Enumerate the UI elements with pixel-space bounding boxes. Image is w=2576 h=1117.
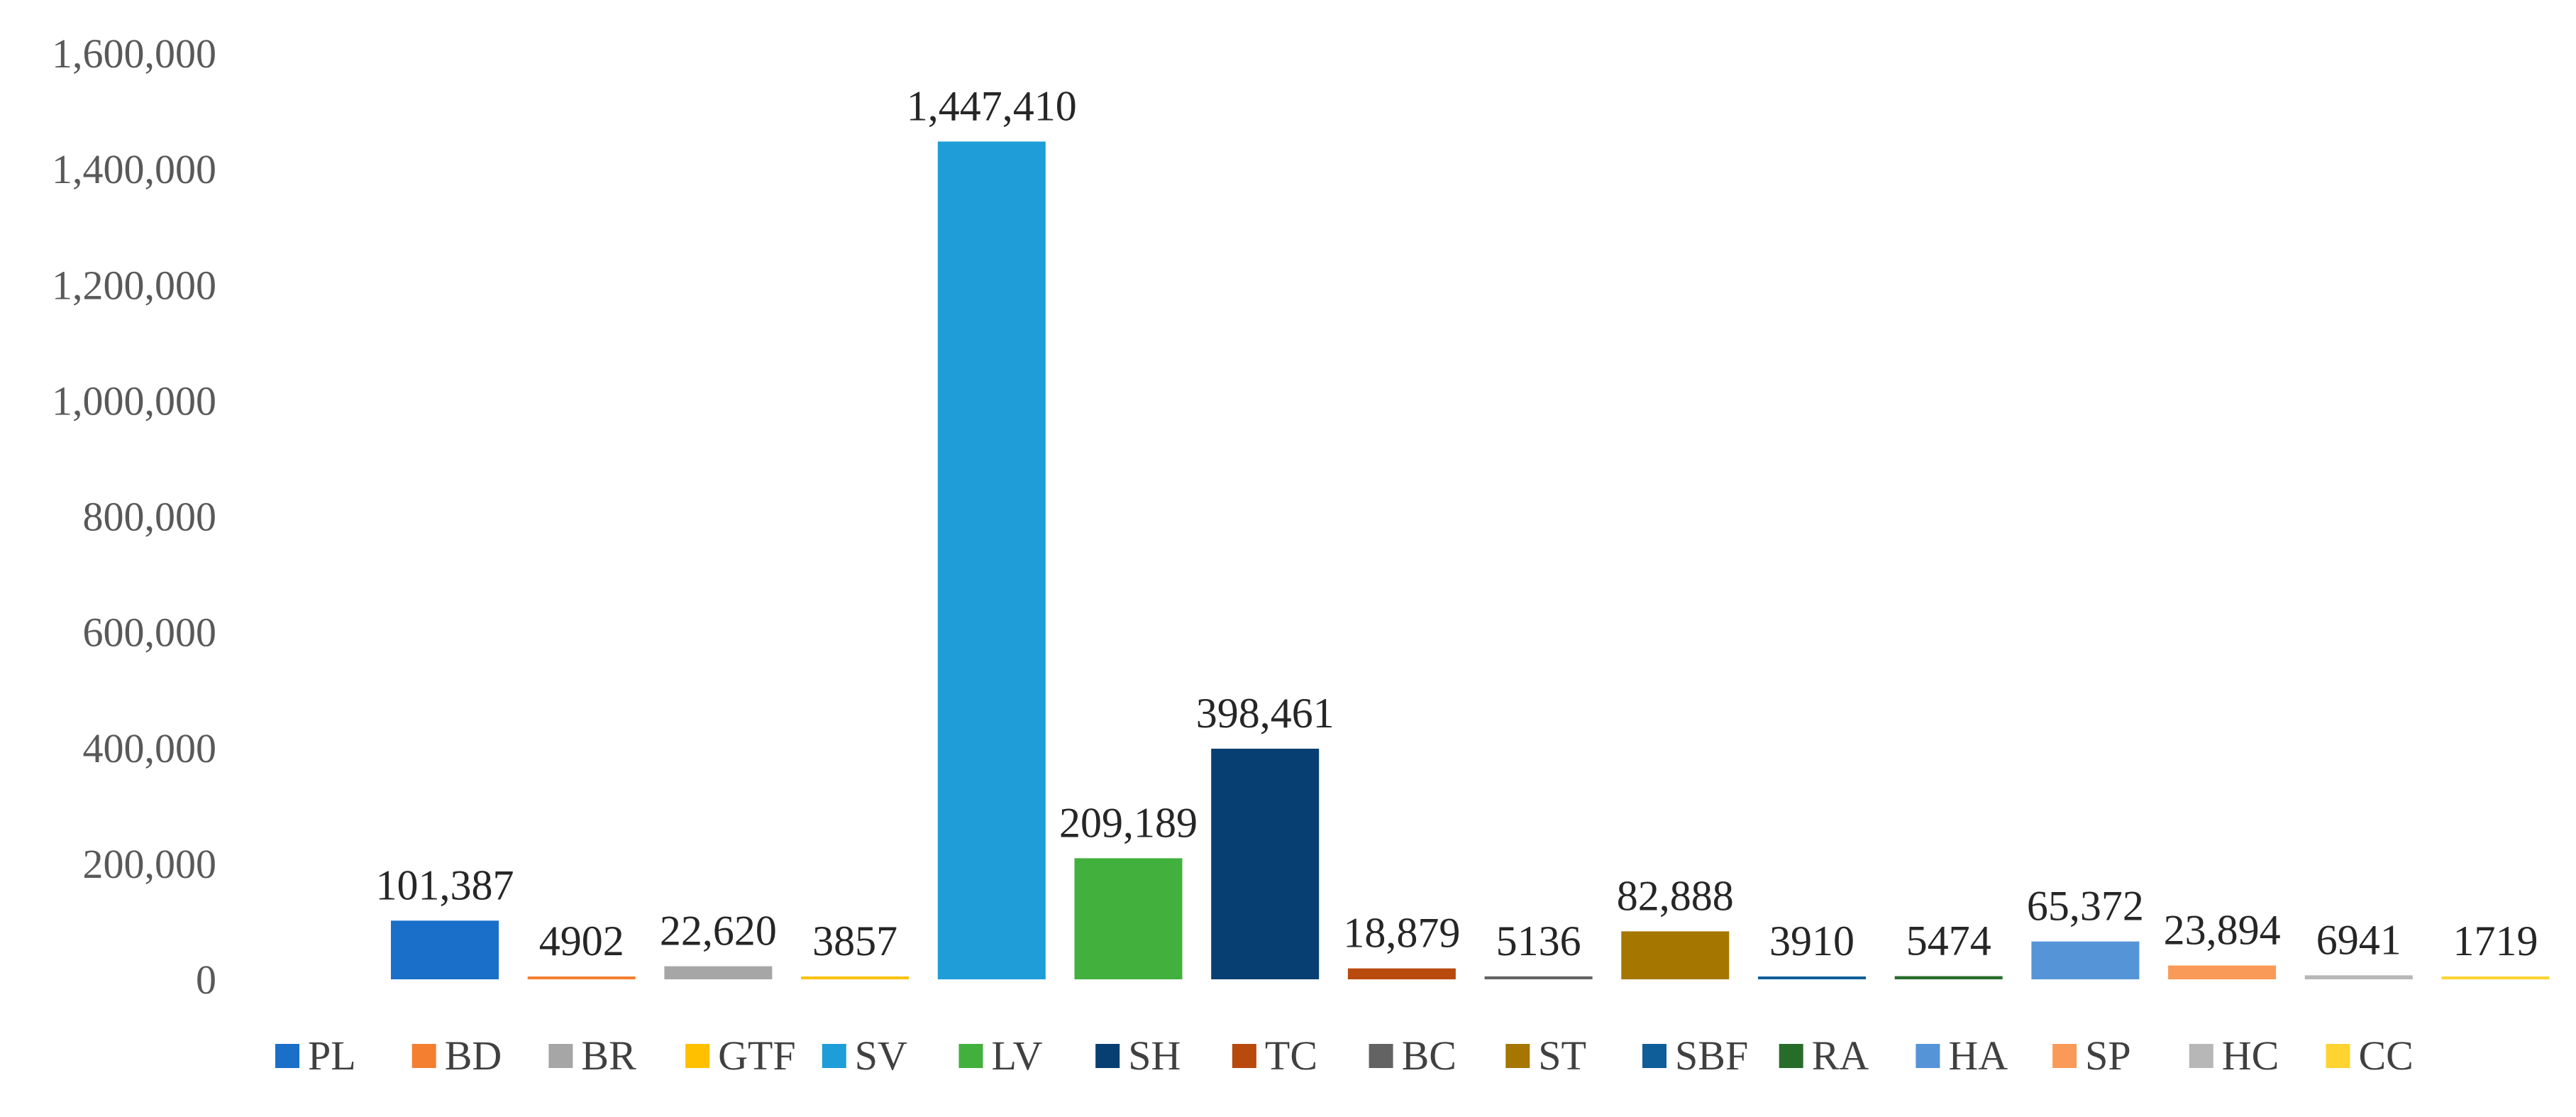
legend-swatch <box>1779 1044 1803 1068</box>
data-label-bd: 4902 <box>539 918 624 964</box>
legend-label: SBF <box>1675 1033 1748 1079</box>
bar-st <box>1621 931 1730 979</box>
data-label-br: 22,620 <box>660 908 777 954</box>
legend-item-sp: SP <box>2052 1033 2131 1079</box>
y-tick-label: 600,000 <box>83 610 217 656</box>
legend-label: BR <box>581 1033 636 1079</box>
bar-ra <box>1894 976 2003 979</box>
legend-label: HC <box>2222 1033 2279 1079</box>
legend-item-br: BR <box>548 1033 636 1079</box>
y-tick-label: 800,000 <box>83 494 217 540</box>
legend-label: SP <box>2085 1033 2131 1079</box>
legend-swatch <box>411 1044 436 1068</box>
legend-swatch <box>1232 1044 1256 1068</box>
legend-item-sv: SV <box>822 1033 907 1079</box>
legend: PL BD BR GTF SV LV SH TC BC ST SBF RA HA SP HC CC <box>275 1033 2414 1079</box>
legend-item-st: ST <box>1505 1033 1586 1079</box>
bars <box>391 141 2550 980</box>
data-label-hc: 6941 <box>2316 916 2401 963</box>
data-label-bc: 5136 <box>1496 918 1581 964</box>
y-tick-label: 0 <box>196 957 216 1003</box>
bar-cc <box>2441 976 2550 979</box>
legend-swatch <box>1642 1044 1666 1068</box>
bar-sv <box>937 141 1046 980</box>
legend-item-gtf: GTF <box>685 1033 796 1079</box>
bar-sp <box>2168 965 2277 979</box>
legend-label: SV <box>855 1033 907 1079</box>
bar-gtf <box>801 976 910 979</box>
legend-label: BD <box>445 1033 502 1079</box>
legend-swatch <box>685 1044 710 1068</box>
legend-swatch <box>275 1044 299 1068</box>
legend-label: PL <box>308 1033 356 1079</box>
legend-swatch <box>958 1044 983 1068</box>
legend-label: LV <box>992 1033 1043 1079</box>
y-tick-label: 400,000 <box>83 725 217 771</box>
data-label-sv: 1,447,410 <box>907 82 1077 129</box>
legend-swatch <box>822 1044 846 1068</box>
legend-item-ha: HA <box>1916 1033 2008 1079</box>
legend-swatch <box>1505 1044 1530 1068</box>
data-label-cc: 1719 <box>2453 918 2538 964</box>
legend-item-cc: CC <box>2326 1033 2414 1079</box>
legend-item-bd: BD <box>411 1033 502 1079</box>
data-label-sbf: 3910 <box>1769 918 1854 964</box>
data-label-pl: 101,387 <box>376 862 514 908</box>
legend-label: TC <box>1265 1033 1317 1079</box>
legend-item-sh: SH <box>1095 1033 1181 1079</box>
legend-item-ra: RA <box>1779 1033 1869 1079</box>
data-label-sh: 398,461 <box>1196 690 1334 737</box>
legend-swatch <box>548 1044 573 1068</box>
legend-label: ST <box>1538 1033 1586 1079</box>
data-labels: 101,387 4902 22,620 3857 1,447,410 209,189 398… <box>376 82 2538 964</box>
bar-bd <box>527 976 636 979</box>
bar-sh <box>1211 749 1320 979</box>
legend-item-hc: HC <box>2189 1033 2279 1079</box>
data-label-tc: 18,879 <box>1343 910 1460 957</box>
legend-label: GTF <box>718 1033 796 1079</box>
bar-pl <box>391 920 499 979</box>
legend-label: CC <box>2359 1033 2414 1079</box>
bar-sbf <box>1758 976 1866 979</box>
legend-item-pl: PL <box>275 1033 356 1079</box>
legend-swatch <box>1916 1044 1940 1068</box>
data-label-ra: 5474 <box>1906 918 1991 964</box>
legend-label: HA <box>1948 1033 2008 1079</box>
data-label-st: 82,888 <box>1617 872 1734 919</box>
legend-item-bc: BC <box>1369 1033 1456 1079</box>
y-axis: 0 200,000 400,000 600,000 800,000 1,000,000 1,… <box>52 31 216 1003</box>
bar-hc <box>2304 975 2413 979</box>
y-tick-label: 1,000,000 <box>52 378 216 424</box>
legend-label: SH <box>1128 1033 1181 1079</box>
legend-swatch <box>1369 1044 1393 1068</box>
y-tick-label: 1,600,000 <box>52 31 216 77</box>
data-label-lv: 209,189 <box>1059 799 1198 846</box>
legend-swatch <box>1095 1044 1120 1068</box>
y-tick-label: 1,200,000 <box>52 262 216 308</box>
data-label-ha: 65,372 <box>2027 883 2144 930</box>
legend-item-sbf: SBF <box>1642 1033 1748 1079</box>
bar-br <box>664 966 773 979</box>
legend-label: RA <box>1812 1033 1869 1079</box>
bar-ha <box>2031 941 2140 979</box>
legend-item-tc: TC <box>1232 1033 1317 1079</box>
data-label-sp: 23,894 <box>2164 907 2281 954</box>
data-label-gtf: 3857 <box>812 918 897 964</box>
bar-tc <box>1347 968 1456 979</box>
y-tick-label: 1,400,000 <box>52 146 216 192</box>
bar-lv <box>1074 858 1183 979</box>
y-tick-label: 200,000 <box>83 841 217 887</box>
bar-bc <box>1484 976 1593 979</box>
legend-label: BC <box>1402 1033 1456 1079</box>
legend-item-lv: LV <box>958 1033 1043 1079</box>
legend-swatch <box>2326 1044 2350 1068</box>
legend-swatch <box>2052 1044 2077 1068</box>
legend-swatch <box>2189 1044 2213 1068</box>
